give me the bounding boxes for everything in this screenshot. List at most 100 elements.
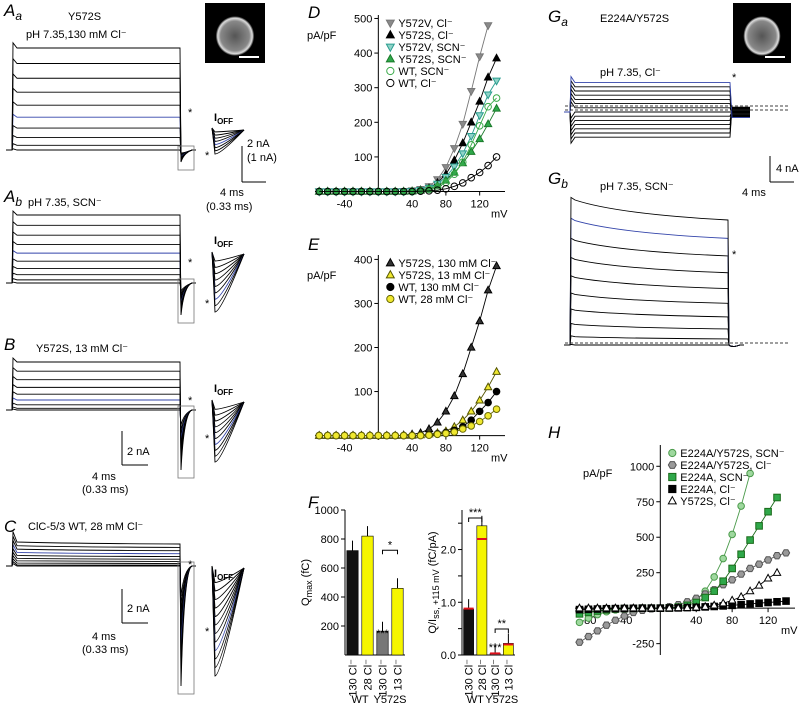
marker — [575, 618, 584, 627]
off-current-trace — [211, 127, 245, 133]
marker — [466, 406, 476, 415]
group-label: WT — [467, 694, 484, 703]
current-trace — [564, 196, 744, 347]
ioff-label: IOFF — [214, 568, 233, 582]
marker — [583, 603, 593, 612]
current-trace — [6, 408, 196, 426]
label: * — [205, 150, 210, 162]
marker — [736, 591, 746, 600]
marker — [492, 103, 502, 112]
significance: ** — [497, 618, 506, 630]
marker — [416, 431, 425, 440]
label: 4 ms — [220, 187, 244, 199]
marker — [682, 602, 692, 612]
x-tick-label: 80 — [440, 199, 452, 211]
x-tick-label: 13 Cl⁻ — [393, 659, 405, 691]
current-trace — [6, 210, 196, 316]
off-current-trace — [211, 127, 245, 139]
y-label-unit: (fC) — [300, 559, 312, 580]
x-tick-label: 130 Cl⁻ — [348, 659, 360, 697]
significance-bracket — [382, 549, 398, 555]
marker — [332, 431, 340, 440]
current-trace — [6, 562, 196, 597]
significance: * — [388, 539, 393, 551]
marker — [340, 186, 350, 195]
series-line — [319, 156, 497, 192]
off-current-trace — [211, 399, 245, 410]
marker — [601, 603, 611, 612]
marker — [450, 170, 459, 179]
marker — [466, 146, 476, 155]
marker — [492, 387, 501, 396]
legend-swatch — [385, 19, 396, 29]
off-current-trace — [211, 251, 245, 281]
marker — [467, 141, 476, 149]
marker — [736, 570, 746, 578]
significance: *** — [469, 507, 483, 519]
marker — [408, 187, 416, 196]
tail-box — [177, 145, 195, 171]
off-current-trace — [211, 565, 245, 609]
y-tick-label: 750 — [636, 497, 654, 509]
group-label: WT — [351, 694, 368, 703]
x-tick-label: 13 Cl⁻ — [503, 659, 515, 691]
marker — [755, 522, 763, 530]
legend-label: WT, Cl⁻ — [398, 78, 436, 90]
x-tick-label: 120 — [470, 199, 488, 211]
x-axis-label: mV — [781, 625, 798, 637]
marker — [737, 600, 745, 609]
marker — [754, 580, 764, 589]
marker — [728, 530, 736, 539]
y-tick-label: 2.0 — [441, 545, 456, 557]
legend-label: Y572S, 13 mM Cl⁻ — [398, 270, 490, 282]
label: 2 nA — [127, 446, 150, 458]
y-tick-label: 300 — [354, 83, 372, 95]
marker — [483, 382, 493, 391]
y-tick-label: 200 — [354, 117, 372, 129]
marker — [373, 186, 383, 195]
ioff-i: I — [214, 112, 217, 124]
marker — [458, 368, 468, 378]
marker — [610, 603, 620, 612]
marker — [575, 603, 584, 612]
marker — [746, 469, 754, 478]
marker — [475, 112, 485, 121]
legend-label: Y572V, SCN⁻ — [398, 42, 465, 54]
label: ClC-5/3 WT, 28 mM Cl⁻ — [28, 521, 143, 533]
marker — [691, 602, 701, 611]
current-trace — [564, 75, 750, 119]
marker — [467, 173, 476, 182]
label: * — [205, 433, 210, 445]
label: * — [205, 298, 210, 310]
marker — [754, 560, 764, 568]
marker — [433, 430, 442, 439]
marker — [664, 603, 674, 612]
marker — [492, 153, 501, 161]
significance: *** — [489, 642, 503, 654]
legend-label: E224A/Y572S, SCN⁻ — [680, 448, 784, 460]
label: * — [732, 249, 737, 261]
panel-letter: A — [3, 187, 15, 206]
marker — [763, 573, 773, 582]
marker — [483, 285, 493, 294]
marker — [745, 586, 755, 595]
marker — [432, 180, 442, 189]
ioff-sub: OFF — [217, 117, 233, 126]
legend-swatch — [386, 78, 395, 88]
marker — [416, 187, 425, 195]
label: (0.33 ms) — [82, 484, 128, 496]
x-tick-label: 130 Cl⁻ — [378, 659, 390, 697]
marker — [466, 342, 476, 351]
label: (0.33 ms) — [82, 644, 128, 656]
marker — [475, 407, 484, 416]
off-current-trace — [211, 127, 245, 142]
legend-label: Y572S, Cl⁻ — [680, 496, 736, 508]
legend-swatch — [667, 495, 678, 505]
legend-swatch — [385, 29, 396, 39]
marker — [441, 164, 451, 173]
panel-label: D — [308, 3, 320, 22]
label: * — [188, 257, 193, 269]
marker — [483, 91, 493, 100]
off-current-trace — [211, 565, 245, 651]
y-tick-label: 800 — [321, 534, 339, 546]
